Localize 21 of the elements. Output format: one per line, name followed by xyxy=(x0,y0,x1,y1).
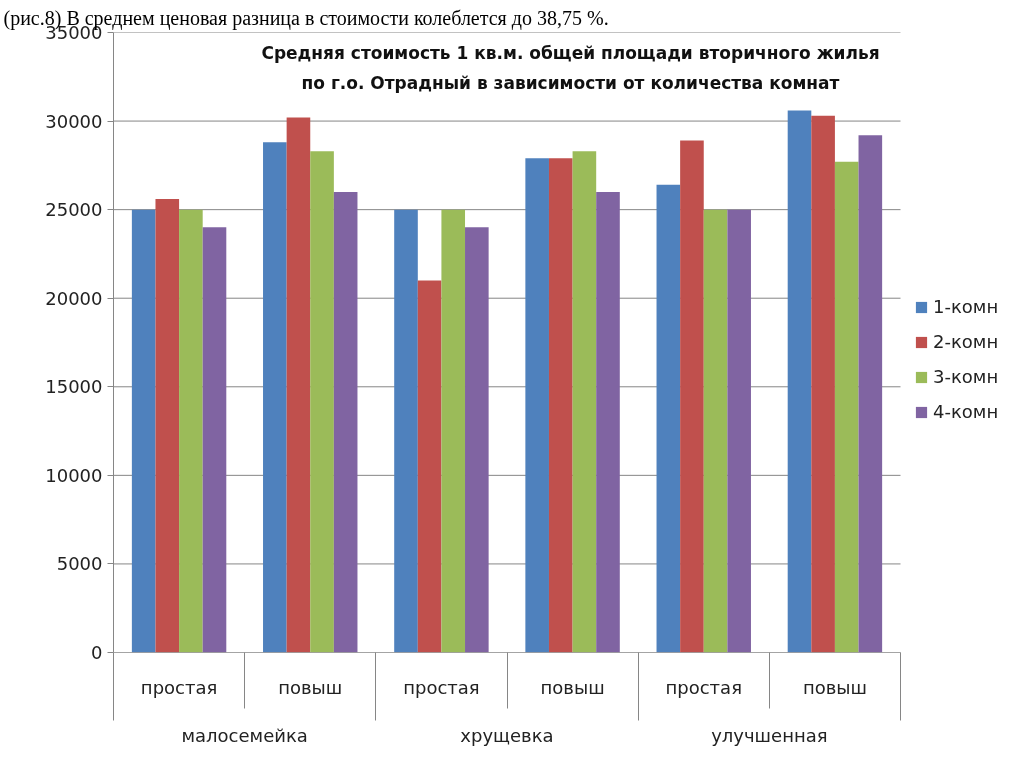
y-tick-label: 10000 xyxy=(45,464,103,486)
x-tick-label: повыш xyxy=(540,676,605,698)
legend-label: 2-комн xyxy=(933,331,999,352)
legend-label: 4-комн xyxy=(933,401,999,422)
x-tick-label: простая xyxy=(403,676,480,698)
text: улучшенная xyxy=(711,724,828,746)
y-tick-label: 25000 xyxy=(45,199,103,221)
x-tick-label: простая xyxy=(140,676,218,698)
text: хрущевка xyxy=(460,724,554,746)
x-tick-label: повыш xyxy=(278,676,343,698)
legend-label: 3-комн xyxy=(933,366,999,387)
y-tick-label: 30000 xyxy=(45,110,103,132)
legend-label: 1-комн xyxy=(933,296,999,317)
text: малосемейка xyxy=(181,724,308,746)
y-tick-label: 5000 xyxy=(56,553,103,575)
text: Средняя стоимость 1 кв.м. общей площади вторичного жилья по г.о. Отрадный в зависимости от количества комнат xyxy=(261,42,880,93)
y-tick-label: 0 xyxy=(91,642,103,663)
y-tick-label: 15000 xyxy=(45,376,103,398)
y-tick-label: 20000 xyxy=(45,287,103,309)
x-tick-label: повыш xyxy=(802,676,867,698)
x-tick-label: простая xyxy=(665,676,742,698)
